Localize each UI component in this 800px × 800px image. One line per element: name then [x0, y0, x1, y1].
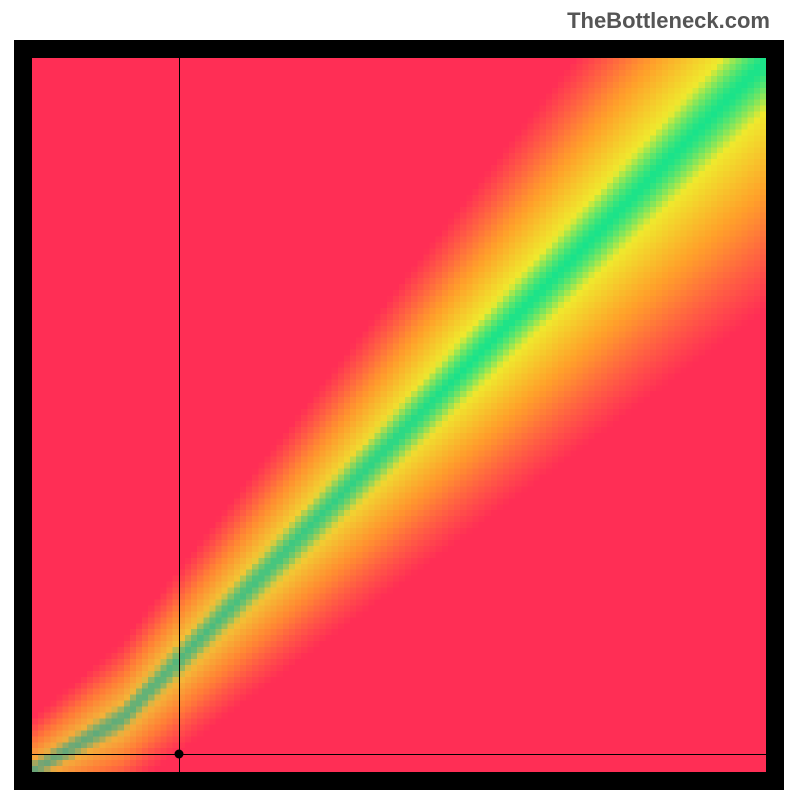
- chart-container: TheBottleneck.com: [0, 0, 800, 800]
- crosshair-vertical: [179, 58, 180, 772]
- bottleneck-heatmap: [32, 58, 766, 772]
- chart-frame: [14, 40, 784, 790]
- crosshair-horizontal: [32, 754, 766, 755]
- selection-marker: [174, 750, 183, 759]
- attribution-text: TheBottleneck.com: [567, 8, 770, 34]
